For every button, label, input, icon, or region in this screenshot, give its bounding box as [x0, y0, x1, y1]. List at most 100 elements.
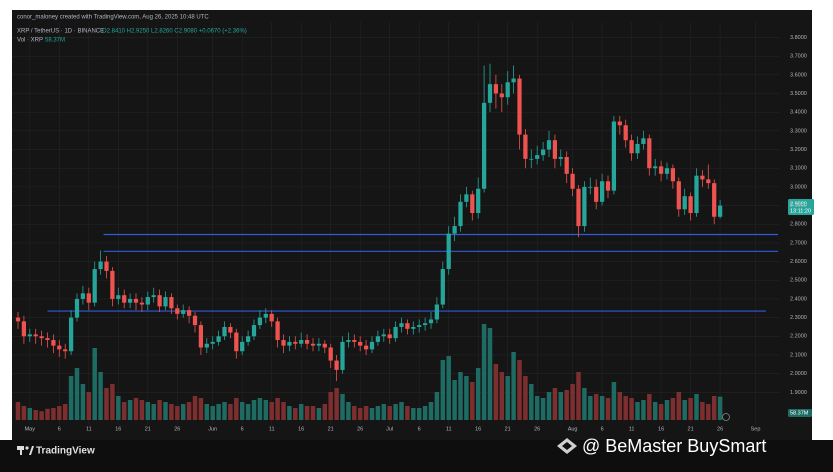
watermark-icon — [557, 438, 577, 454]
volume-bar — [281, 402, 286, 420]
candle-body — [68, 317, 74, 352]
ohlc: O2.8410 H2.9250 L2.8260 C2.9080 +0.0670 … — [102, 29, 247, 35]
price-tag-box — [788, 199, 814, 215]
volume-bar — [529, 384, 534, 420]
x-tick-label: 11 — [446, 426, 452, 432]
candle-body — [694, 175, 699, 214]
candle-body — [493, 84, 499, 94]
y-tick-label: 2.8000 — [790, 222, 807, 228]
candle-body — [700, 175, 705, 180]
candle-body — [523, 134, 528, 159]
candle-body — [245, 336, 251, 342]
volume-bar — [688, 398, 693, 420]
candle-body — [139, 302, 145, 305]
volume-bar — [416, 408, 422, 420]
volume-bar — [346, 402, 351, 420]
candle-body — [346, 340, 351, 342]
candle-body — [582, 186, 587, 227]
candle-body — [682, 196, 687, 210]
volume-bar — [180, 404, 186, 420]
candle-body — [322, 343, 327, 348]
volume-bar — [411, 408, 416, 420]
candle-body — [27, 334, 32, 337]
candle-body — [535, 155, 540, 159]
candle-body — [458, 201, 463, 227]
volume-bar — [216, 404, 221, 420]
candle-body — [706, 179, 711, 184]
y-tick-label: 1.9000 — [790, 390, 807, 396]
candle-body — [133, 298, 139, 303]
volume-bar — [440, 360, 446, 420]
candle-body — [605, 181, 611, 191]
volume-bar — [599, 396, 605, 420]
volume-tag: 58.37M — [790, 410, 809, 416]
candle-body — [151, 295, 156, 298]
candle-body — [169, 297, 174, 309]
volume-bar — [664, 400, 670, 420]
candle-body — [617, 121, 622, 126]
y-tick-label: 3.3000 — [790, 128, 807, 134]
candle-body — [216, 336, 221, 342]
x-tick-label: 16 — [475, 426, 481, 432]
settings-icon[interactable] — [722, 413, 730, 421]
logo-slash — [29, 446, 34, 455]
volume-bar — [45, 408, 50, 420]
volume-bar — [340, 394, 345, 420]
candle-body — [86, 293, 91, 303]
volume-bar — [434, 392, 440, 420]
volume-bar — [80, 384, 86, 420]
candle-body — [110, 270, 115, 299]
candle-body — [658, 166, 664, 174]
volume-bar — [605, 398, 611, 420]
volume-bar — [287, 406, 292, 420]
volume-bar — [133, 398, 139, 420]
chart-panel — [12, 10, 812, 440]
volume-bar — [222, 402, 227, 420]
volume-bar — [452, 380, 457, 420]
volume-bar — [92, 348, 97, 420]
candle-body — [310, 343, 316, 346]
candle-body — [352, 340, 357, 342]
x-tick-label: 26 — [174, 426, 180, 432]
volume-bar — [576, 372, 581, 420]
candle-body — [299, 340, 304, 344]
volume-bar — [157, 400, 162, 420]
volume-bar — [68, 376, 74, 420]
x-tick-label: 6 — [418, 426, 421, 432]
volume-bar — [121, 402, 127, 420]
x-tick-label: 26 — [534, 426, 540, 432]
candle-body — [676, 181, 681, 210]
volume-bar — [593, 394, 599, 420]
candle-body — [440, 269, 445, 305]
credit: conor_maloney created with TradingView.c… — [17, 15, 209, 21]
candle-body — [210, 341, 215, 344]
candle-body — [434, 304, 440, 320]
candle-body — [481, 102, 487, 189]
candle-body — [452, 226, 457, 234]
volume-bar — [470, 382, 475, 420]
candle-body — [594, 186, 599, 202]
volume-bar — [15, 402, 21, 420]
volume-bar — [298, 404, 304, 420]
candle-body — [122, 295, 127, 303]
volume-bar — [116, 396, 121, 420]
candle-body — [558, 156, 563, 159]
candle-body — [186, 310, 192, 316]
volume-bar — [534, 396, 540, 420]
volume-bar — [582, 388, 587, 420]
volume-bar — [670, 398, 676, 420]
volume-bar — [641, 400, 646, 420]
x-tick-label: 26 — [357, 426, 363, 432]
candle-body — [116, 295, 121, 299]
candle-body — [499, 93, 504, 98]
volume-bar — [98, 372, 103, 420]
y-tick-label: 2.1000 — [790, 352, 807, 358]
volume-bar — [21, 406, 27, 420]
x-tick-label: 16 — [658, 426, 664, 432]
candle-body — [21, 321, 27, 337]
x-tick-label: 21 — [145, 426, 151, 432]
candle-body — [181, 310, 186, 314]
volume-bar — [700, 402, 705, 420]
y-tick-label: 2.9000 — [790, 203, 807, 209]
volume-bar — [257, 398, 263, 420]
